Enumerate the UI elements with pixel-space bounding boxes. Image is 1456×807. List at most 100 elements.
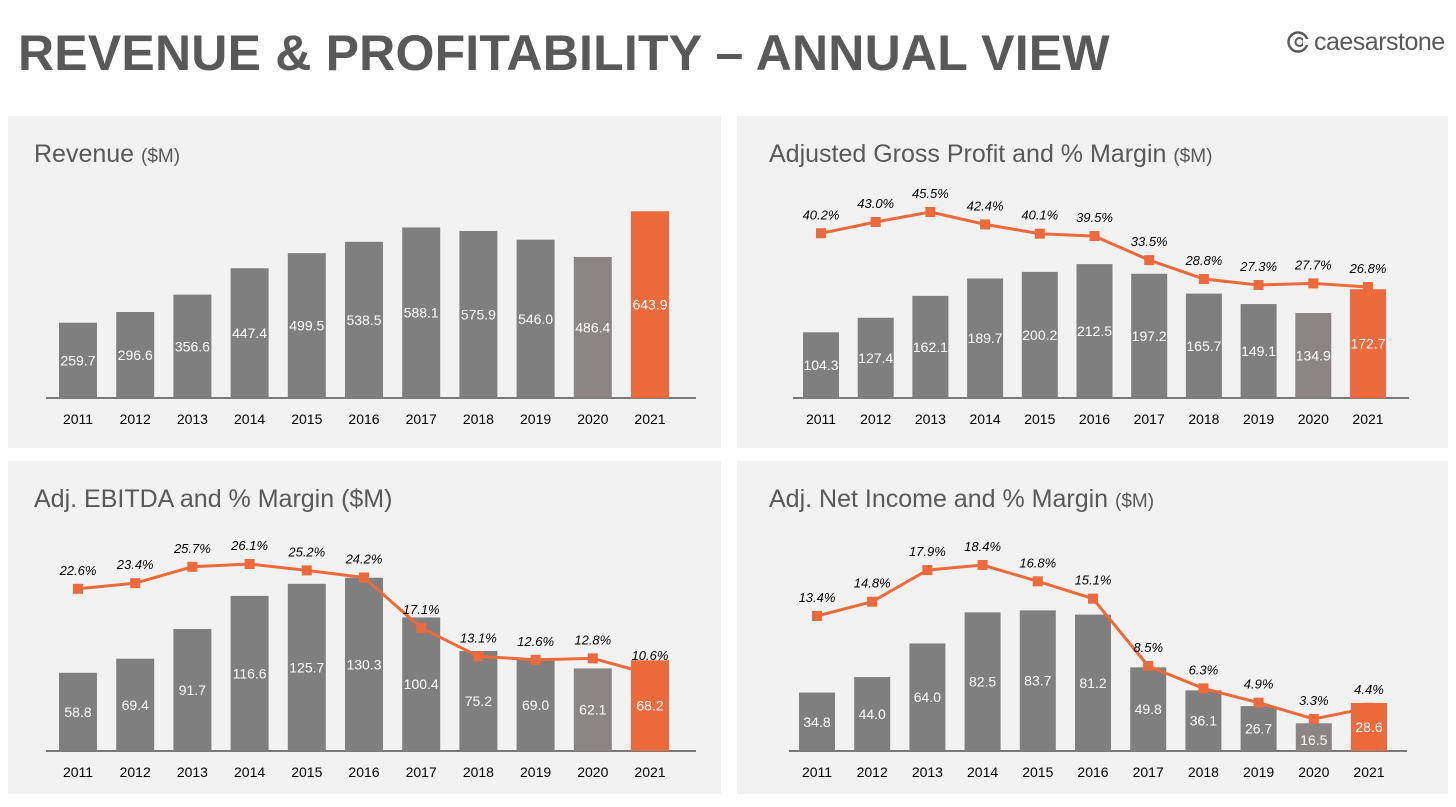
x-tick-label-2016: 2016 — [1077, 764, 1108, 780]
bar-value-label-2020: 486.4 — [575, 319, 610, 335]
bar-value-label-2015: 83.7 — [1024, 673, 1051, 689]
bar-2017 — [402, 227, 441, 398]
bar-2014 — [230, 595, 269, 751]
bar-2018 — [1185, 690, 1222, 751]
bar-2012 — [116, 311, 155, 398]
bar-value-label-2012: 127.4 — [858, 350, 893, 366]
margin-marker-2011 — [73, 583, 83, 594]
x-tick-label-2016: 2016 — [348, 764, 379, 780]
bar-value-label-2017: 49.8 — [1135, 701, 1162, 717]
bar-value-label-2020: 134.9 — [1296, 348, 1331, 364]
chart-title-unit: ($M) — [141, 146, 181, 167]
margin-marker-2021 — [645, 669, 655, 679]
bar-value-label-2014: 116.6 — [233, 665, 267, 681]
x-tick-label-2014: 2014 — [967, 764, 998, 780]
x-tick-label-2020: 2020 — [1298, 764, 1329, 780]
chart-title-unit: ($M) — [1173, 146, 1213, 167]
margin-label-2011: 40.2% — [803, 207, 840, 222]
bar-2017 — [402, 617, 441, 751]
brand-logo: caesarstone — [1286, 24, 1446, 60]
bar-value-label-2015: 200.2 — [1022, 327, 1057, 343]
bar-2014 — [230, 268, 269, 398]
margin-marker-2016 — [1088, 593, 1098, 604]
x-tick-label-2018: 2018 — [1188, 411, 1219, 427]
bar-value-label-2016: 538.5 — [346, 312, 381, 328]
bar-value-label-2013: 64.0 — [914, 689, 941, 705]
x-tick-label-2013: 2013 — [915, 411, 946, 427]
x-tick-label-2017: 2017 — [406, 764, 437, 780]
bar-2020 — [1295, 313, 1332, 398]
bar-2015 — [287, 253, 326, 398]
bar-2013 — [912, 295, 949, 398]
bar-value-label-2019: 69.0 — [522, 697, 549, 713]
margin-label-2014: 26.1% — [230, 538, 268, 553]
bar-2019 — [1240, 304, 1277, 398]
margin-marker-2012 — [870, 217, 881, 228]
bar-2016 — [1076, 264, 1113, 398]
chart-title: Adj. EBITDA and % Margin ($M) — [34, 485, 392, 514]
x-tick-label-2016: 2016 — [348, 411, 379, 427]
bar-value-label-2018: 36.1 — [1190, 713, 1217, 729]
page-title: REVENUE & PROFITABILITY – ANNUAL VIEW — [18, 25, 1110, 81]
margin-label-2020: 12.8% — [574, 632, 611, 647]
bar-2015 — [287, 583, 326, 751]
margin-label-2013: 17.9% — [909, 544, 946, 559]
margin-marker-2018 — [473, 651, 484, 662]
bar-value-label-2011: 34.8 — [803, 714, 830, 730]
x-tick-label-2015: 2015 — [291, 764, 322, 780]
bar-value-label-2014: 189.7 — [968, 330, 1003, 346]
margin-marker-2020 — [1308, 714, 1319, 724]
x-tick-label-2015: 2015 — [1022, 764, 1053, 780]
bar-2011 — [59, 322, 97, 398]
x-tick-label-2014: 2014 — [970, 411, 1001, 427]
bar-2017 — [1131, 273, 1168, 398]
margin-marker-2013 — [922, 565, 933, 576]
x-tick-label-2013: 2013 — [912, 764, 943, 780]
margin-marker-2019 — [530, 654, 541, 665]
bar-2017 — [1130, 667, 1167, 751]
bar-2013 — [173, 629, 212, 751]
margin-label-2021: 10.6% — [632, 648, 669, 663]
margin-label-2019: 12.6% — [517, 634, 554, 649]
bar-2013 — [173, 294, 212, 398]
chart-title-text: Adj. EBITDA and % Margin ($M) — [34, 485, 393, 513]
bar-2018 — [459, 230, 498, 398]
chart-title: Revenue ($M) — [34, 140, 180, 169]
x-tick-label-2014: 2014 — [234, 411, 265, 427]
margin-marker-2018 — [1198, 273, 1209, 284]
bar-value-label-2017: 197.2 — [1132, 328, 1167, 344]
x-tick-label-2020: 2020 — [1298, 411, 1329, 427]
margin-marker-2017 — [1143, 660, 1154, 671]
margin-label-2017: 17.1% — [403, 602, 440, 617]
margin-label-2017: 8.5% — [1133, 640, 1163, 655]
bar-value-label-2016: 81.2 — [1079, 675, 1106, 691]
x-tick-label-2019: 2019 — [520, 411, 551, 427]
margin-marker-2021 — [1364, 702, 1374, 713]
bar-2014 — [964, 612, 1001, 751]
bar-2012 — [854, 677, 891, 751]
x-tick-label-2019: 2019 — [1243, 411, 1274, 427]
margin-marker-2012 — [130, 578, 141, 589]
margin-marker-2020 — [1308, 278, 1319, 289]
margin-label-2012: 23.4% — [116, 557, 154, 572]
bar-value-label-2013: 91.7 — [179, 682, 206, 698]
bar-value-label-2018: 165.7 — [1186, 338, 1221, 354]
margin-marker-2017 — [416, 622, 427, 633]
chart-title-text: Adj. Net Income and % Margin — [769, 485, 1109, 513]
bar-2011 — [803, 332, 839, 398]
net-income-chart: 34.8 2011 44.0 2012 64.0 2013 82.5 2014 83.7 2015… — [789, 539, 1407, 780]
bar-2016 — [1075, 614, 1111, 751]
bar-value-label-2011: 58.8 — [64, 704, 91, 720]
margin-label-2013: 45.5% — [912, 186, 949, 201]
margin-label-2018: 13.1% — [460, 630, 497, 645]
bar-value-label-2017: 588.1 — [404, 305, 439, 321]
bar-value-label-2014: 447.4 — [232, 325, 267, 341]
margin-marker-2011 — [812, 610, 822, 621]
margin-marker-2014 — [977, 560, 988, 570]
margin-label-2020: 3.3% — [1299, 693, 1329, 708]
x-tick-label-2011: 2011 — [802, 764, 832, 780]
bar-2020 — [1295, 723, 1332, 751]
bar-value-label-2020: 16.5 — [1300, 732, 1327, 748]
bar-value-label-2020: 62.1 — [579, 702, 606, 718]
margin-label-2019: 27.3% — [1239, 259, 1277, 274]
